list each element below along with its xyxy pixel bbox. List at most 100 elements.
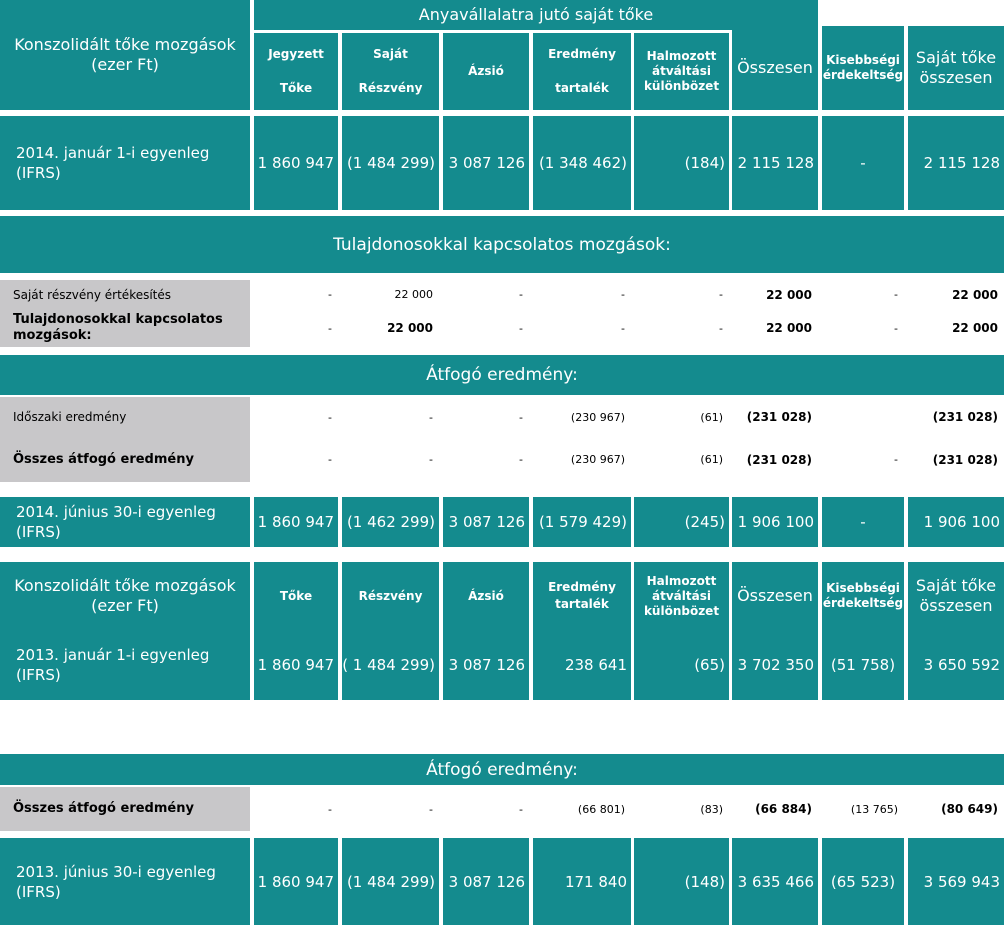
header-group-title: Anyavállalatra jutó saját tőke — [254, 0, 818, 30]
closing2013-value-5: 3 635 466 — [732, 838, 818, 925]
comp2013-row-0-value-2: - — [519, 802, 523, 816]
closing2013-value-1: (1 484 299) — [342, 838, 439, 925]
header2013-col-4: Halmozott átváltási különbözet — [634, 562, 729, 630]
owners-row-0-value-7: 22 000 — [952, 287, 998, 302]
comp2014-row-1-value-0: - — [328, 453, 332, 466]
comp2014-row-1-value-2: - — [519, 453, 523, 466]
comp2014-row-0-value-3: (230 967) — [570, 410, 625, 424]
header-col-6: Kisebbségi érdekeltség — [822, 26, 904, 110]
closing2014-value-2: 3 087 126 — [443, 497, 529, 547]
header2013-col-7: Saját tőke összesen — [908, 562, 1004, 630]
closing2014-value-6: - — [822, 497, 904, 547]
header-col-5: Összesen — [732, 26, 818, 110]
header2013-col-6: Kisebbségi érdekeltség — [822, 562, 904, 630]
owners-row-1-value-3: - — [621, 321, 625, 335]
closing2013-value-7: 3 569 943 — [908, 838, 1004, 925]
comp2014-row-1-value-6: - — [894, 453, 898, 466]
owners-row-0-value-1: 22 000 — [394, 288, 434, 301]
owners-row-1-value-7: 22 000 — [952, 321, 998, 335]
opening2013-value-7: 3 650 592 — [908, 630, 1004, 700]
opening2014-value-6: - — [822, 116, 904, 210]
owners-row-label-0: Saját részvény értékesítés — [0, 280, 250, 309]
owners-row-1-value-1: 22 000 — [387, 321, 433, 335]
section-comp2014-title: Átfogó eredmény: — [0, 355, 1004, 395]
header-title-2013: Konszolidált tőke mozgások (ezer Ft) — [0, 562, 250, 630]
header2013-col-5: Összesen — [732, 562, 818, 630]
comp2014-row-label-1: Összes átfogó eredmény — [0, 437, 250, 482]
owners-row-0-value-2: - — [519, 288, 523, 301]
opening2014-value-0: 1 860 947 — [254, 116, 338, 210]
comp2014-row-0-value-7: (231 028) — [932, 410, 998, 424]
opening2013-value-5: 3 702 350 — [732, 630, 818, 700]
header-col-3: Eredmény tartalék — [533, 33, 631, 110]
closing2013-value-2: 3 087 126 — [443, 838, 529, 925]
opening2014-value-1: (1 484 299) — [342, 116, 439, 210]
closing2013-label: 2013. június 30-i egyenleg (IFRS) — [0, 838, 250, 925]
closing2013-value-4: (148) — [634, 838, 729, 925]
closing2013-value-0: 1 860 947 — [254, 838, 338, 925]
opening2013-value-2: 3 087 126 — [443, 630, 529, 700]
comp2014-row-1-value-5: (231 028) — [746, 452, 812, 467]
closing2014-value-7: 1 906 100 — [908, 497, 1004, 547]
comp2013-row-0-value-1: - — [429, 802, 433, 816]
opening2014-value-4: (184) — [634, 116, 729, 210]
header-col-0: Jegyzett Tőke — [254, 33, 338, 110]
owners-row-1-value-5: 22 000 — [766, 321, 812, 335]
opening2014-label: 2014. január 1-i egyenleg (IFRS) — [0, 116, 250, 210]
comp2014-row-1-value-7: (231 028) — [932, 452, 998, 467]
comp2013-row-0-value-3: (66 801) — [577, 802, 625, 816]
header2013-col-1: Részvény — [342, 562, 439, 630]
comp2013-row-0-value-0: - — [328, 802, 332, 816]
comp2014-row-0-value-0: - — [328, 410, 332, 424]
opening2013-value-4: (65) — [634, 630, 729, 700]
opening2014-value-5: 2 115 128 — [732, 116, 818, 210]
header-col-2: Ázsió — [443, 33, 529, 110]
comp2014-row-0-value-2: - — [519, 410, 523, 424]
header2013-col-2: Ázsió — [443, 562, 529, 630]
section-owners-title: Tulajdonosokkal kapcsolatos mozgások: — [0, 216, 1004, 273]
owners-row-0-value-6: - — [894, 288, 898, 301]
closing2014-value-5: 1 906 100 — [732, 497, 818, 547]
header2013-col-0: Tőke — [254, 562, 338, 630]
comp2013-row-0-value-5: (66 884) — [755, 802, 812, 816]
closing2014-value-4: (245) — [634, 497, 729, 547]
comp2014-row-1-value-1: - — [429, 453, 433, 466]
header-title-2014: Konszolidált tőke mozgások (ezer Ft) — [0, 0, 250, 110]
header2013-col-3: Eredmény tartalék — [533, 562, 631, 630]
comp2014-row-0-value-6 — [822, 397, 904, 437]
comp2013-row-0-value-7: (80 649) — [941, 802, 998, 816]
opening2013-value-3: 238 641 — [533, 630, 631, 700]
comp2013-row-0-value-4: (83) — [700, 802, 723, 816]
opening2014-value-2: 3 087 126 — [443, 116, 529, 210]
closing2013-value-6: (65 523) — [822, 838, 904, 925]
opening2013-label: 2013. január 1-i egyenleg (IFRS) — [0, 630, 250, 700]
comp2013-row-0-value-6: (13 765) — [850, 802, 898, 816]
closing2014-value-1: (1 462 299) — [342, 497, 439, 547]
closing2014-value-0: 1 860 947 — [254, 497, 338, 547]
comp2014-row-1-value-3: (230 967) — [570, 453, 625, 466]
closing2014-label: 2014. június 30-i egyenleg (IFRS) — [0, 497, 250, 547]
comp2014-row-0-value-4: (61) — [700, 410, 723, 424]
opening2014-value-3: (1 348 462) — [533, 116, 631, 210]
closing2013-value-3: 171 840 — [533, 838, 631, 925]
comp2014-row-0-value-1: - — [429, 410, 433, 424]
opening2013-value-1: ( 1 484 299) — [342, 630, 439, 700]
section-comp2013-title: Átfogó eredmény: — [0, 754, 1004, 785]
owners-row-1-value-6: - — [894, 321, 898, 335]
opening2013-value-6: (51 758) — [822, 630, 904, 700]
comp2014-row-1-value-4: (61) — [700, 453, 723, 466]
owners-row-label-1: Tulajdonosokkal kapcsolatos mozgások: — [0, 309, 250, 347]
opening2013-value-0: 1 860 947 — [254, 630, 338, 700]
header-col-4: Halmozott átváltási különbözet — [634, 33, 729, 110]
closing2014-value-3: (1 579 429) — [533, 497, 631, 547]
owners-row-0-value-5: 22 000 — [766, 287, 812, 302]
comp2014-row-0-value-5: (231 028) — [746, 410, 812, 424]
opening2014-value-7: 2 115 128 — [908, 116, 1004, 210]
comp2013-row-label-0: Összes átfogó eredmény — [0, 787, 250, 831]
owners-row-1-value-0: - — [328, 321, 332, 335]
owners-row-1-value-4: - — [719, 321, 723, 335]
owners-row-0-value-4: - — [719, 288, 723, 301]
owners-row-0-value-0: - — [328, 288, 332, 301]
header-col-7: Saját tőke összesen — [908, 26, 1004, 110]
header-col-1: Saját Részvény — [342, 33, 439, 110]
